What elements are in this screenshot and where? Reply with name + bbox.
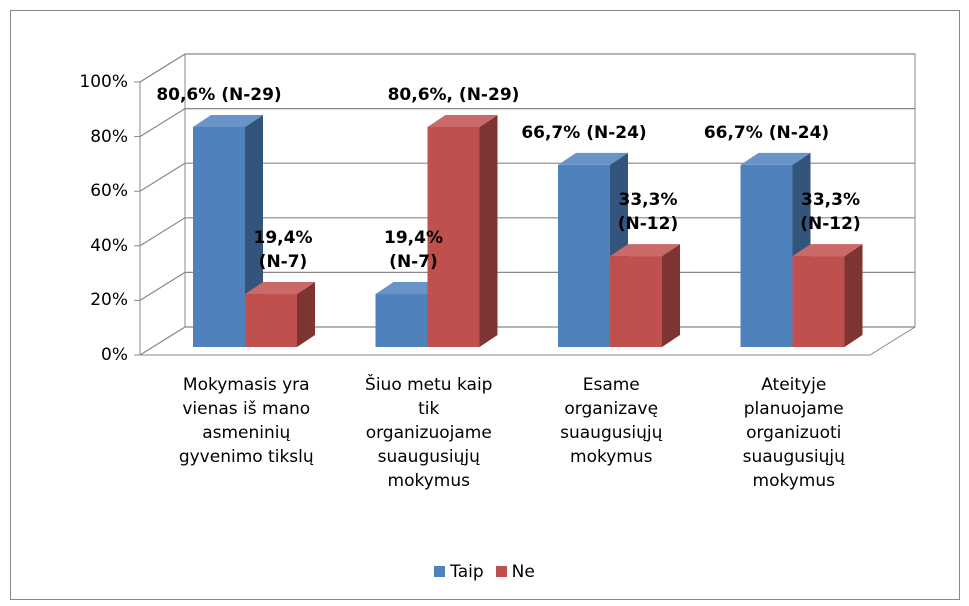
data-label: 80,6%, (N-29): [387, 84, 520, 105]
grid-line: [139, 162, 915, 192]
bar-top: [792, 244, 863, 257]
legend-label: Ne: [511, 562, 535, 582]
grid-line: [139, 108, 915, 138]
bar: [193, 126, 245, 347]
data-label: 19,4% (N-7): [253, 228, 313, 273]
data-label: 80,6% (N-29): [156, 84, 282, 105]
bar-top: [740, 152, 811, 165]
y-tick-label: 20%: [90, 290, 128, 311]
bar: [427, 126, 480, 347]
bar-top: [193, 114, 263, 127]
x-tick-label: Esame organizavę suaugusiųjų mokymus: [560, 375, 663, 467]
y-tick-label: 100%: [79, 72, 128, 92]
bar-top: [245, 282, 315, 295]
data-label: 33,3% (N-12): [617, 190, 679, 235]
bar-top: [427, 114, 498, 127]
legend: Taip Ne: [0, 562, 969, 582]
bar: [375, 294, 428, 347]
y-tick-label: 0%: [101, 345, 128, 365]
y-tick-label: 60%: [90, 181, 128, 202]
y-tick-label: 40%: [90, 235, 128, 256]
data-label: 33,3% (N-12): [800, 190, 861, 235]
data-label: 19,4% (N-7): [384, 228, 443, 273]
bar-side: [479, 114, 498, 347]
bar-side: [662, 244, 680, 347]
y-tick-label: 80%: [90, 126, 128, 147]
legend-item: Ne: [495, 562, 535, 582]
x-tick-label: Mokymasis yra vienas iš mano asmeninių g…: [178, 375, 314, 467]
bar-top: [610, 244, 680, 257]
bar: [740, 164, 793, 347]
legend-swatch: [434, 566, 446, 577]
bar-top: [558, 152, 628, 165]
grid-line: [139, 217, 915, 247]
bar-side: [844, 244, 863, 347]
legend-item: Taip: [434, 562, 484, 582]
bar: [558, 164, 610, 347]
bar: [792, 256, 845, 347]
data-label: 66,7% (N-24): [703, 122, 830, 143]
bar-side: [297, 282, 315, 347]
grid-line: [139, 53, 915, 83]
data-label: 66,7% (N-24): [521, 122, 647, 143]
x-tick-label: Ateityje planuojame organizuoti suaugusi…: [742, 375, 845, 491]
x-tick-label: Šiuo metu kaip tik organizuojame suaugus…: [365, 375, 493, 491]
legend-swatch: [495, 566, 507, 577]
legend-label: Taip: [450, 562, 484, 582]
floor: [140, 326, 916, 356]
bar: [610, 256, 662, 347]
bar: [245, 294, 297, 347]
